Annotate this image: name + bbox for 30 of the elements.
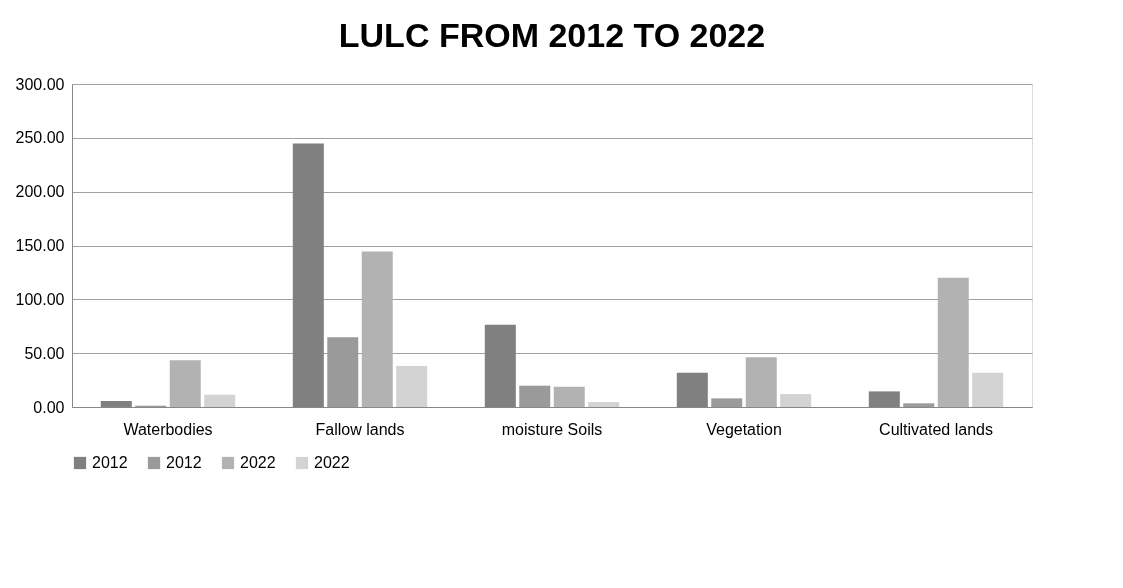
y-tick-label: 50.00 — [24, 344, 65, 362]
x-tick-label: Waterbodies — [123, 420, 213, 438]
x-tick-label: Cultivated lands — [879, 420, 993, 438]
bar — [780, 394, 812, 407]
y-tick-label: 150.00 — [15, 237, 65, 254]
y-tick-label: 250.00 — [15, 129, 65, 147]
bar — [553, 386, 585, 407]
legend-label: 2022 — [240, 454, 276, 471]
legend-label: 2012 — [92, 454, 128, 471]
y-tick-label: 100.00 — [15, 290, 65, 308]
bar — [204, 394, 236, 407]
legend-label: 2022 — [314, 454, 350, 471]
chart-title: LULC FROM 2012 TO 2022 — [338, 16, 766, 54]
bar — [745, 357, 777, 407]
x-tick-label: Vegetation — [706, 420, 782, 438]
bar — [361, 251, 393, 407]
bar — [903, 403, 935, 407]
y-tick-label: 300.00 — [15, 75, 65, 93]
legend-label: 2012 — [166, 454, 202, 471]
bar — [972, 372, 1004, 407]
bar — [519, 385, 551, 407]
bar — [711, 398, 743, 407]
x-tick-label: moisture Soils — [501, 420, 603, 438]
y-tick-label: 200.00 — [15, 183, 65, 201]
bar — [169, 360, 201, 407]
y-tick-label: 0.00 — [33, 398, 65, 416]
bar — [396, 366, 428, 407]
x-tick-label: Fallow lands — [315, 420, 405, 438]
bar — [588, 402, 620, 407]
bar — [937, 277, 969, 407]
